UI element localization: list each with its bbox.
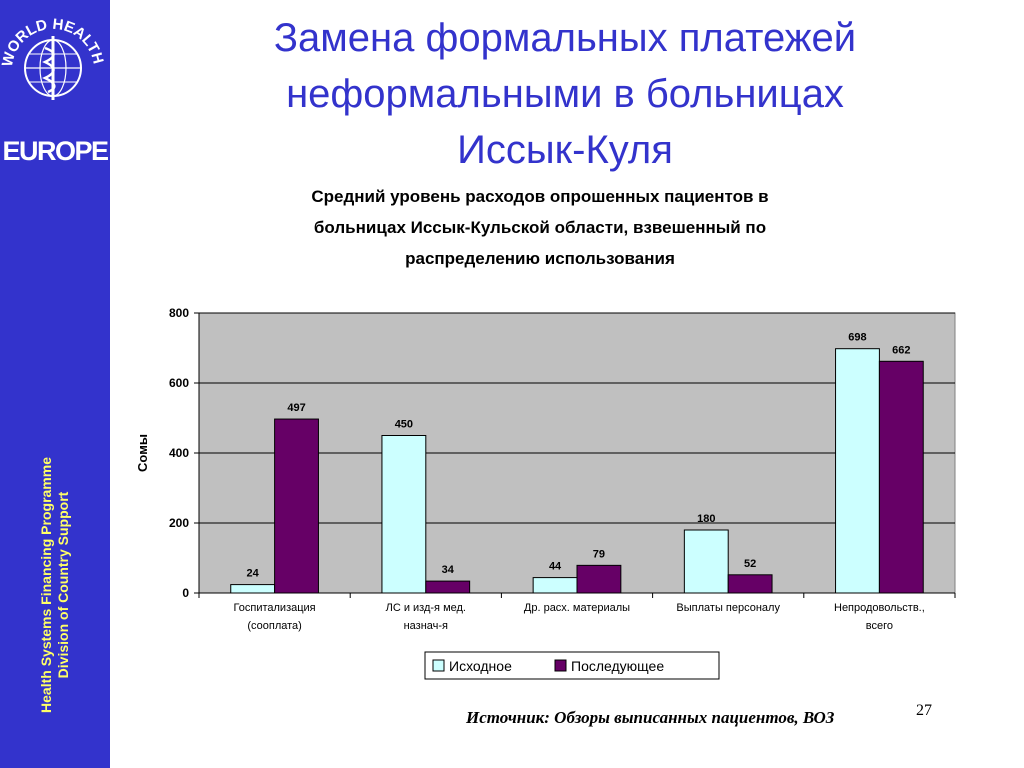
legend-label: Исходное — [449, 658, 512, 674]
data-label: 497 — [287, 402, 305, 414]
slide-title-line: Замена формальных платежей — [273, 16, 857, 60]
bar-initial — [683, 529, 729, 594]
y-tick-label: 800 — [169, 306, 189, 320]
y-tick-label: 400 — [169, 446, 189, 460]
bar-subsequent — [274, 418, 319, 594]
y-tick-label: 200 — [169, 516, 189, 530]
page-number: 27 — [916, 702, 932, 719]
bar-subsequent — [425, 580, 471, 594]
bar-initial — [381, 435, 427, 594]
y-axis-label: Сомы — [135, 434, 150, 472]
data-label: 698 — [848, 332, 866, 344]
slide-title: Замена формальных платежей неформальными… — [115, 10, 1015, 178]
x-tick-label: всего — [866, 620, 893, 632]
legend-swatch — [554, 659, 567, 672]
bar-subsequent — [727, 574, 773, 594]
chart-title-line: Средний уровень расходов опрошенных паци… — [311, 187, 769, 206]
source-note: Источник: Обзоры выписанных пациентов, В… — [466, 708, 835, 727]
data-label: 44 — [549, 561, 562, 573]
legend-label: Последующее — [571, 658, 664, 674]
bar-initial — [835, 348, 880, 594]
sidebar: WORLD HEALTH ORGANIZATION EUROPE Health … — [0, 0, 110, 768]
who-logo: WORLD HEALTH ORGANIZATION — [0, 0, 107, 100]
x-tick-label: ЛС и изд-я мед. — [386, 602, 466, 614]
y-tick-label: 0 — [182, 586, 189, 600]
logo-text: EUROPE — [2, 136, 109, 166]
legend — [424, 651, 720, 680]
x-tick-label: Госпитализация — [234, 602, 316, 614]
chart-title-line: распределению использования — [405, 249, 675, 268]
bar-subsequent — [576, 564, 622, 594]
chart-title-line: больницах Иссык-Кульской области, взвеше… — [313, 218, 767, 237]
legend-swatch — [432, 659, 445, 672]
chart-title: Средний уровень расходов опрошенных паци… — [200, 181, 880, 274]
bar-initial — [532, 577, 578, 594]
x-tick-label: Непродовольств., — [834, 602, 925, 614]
slide-title-line: Иссык-Куля — [457, 128, 673, 172]
data-label: 450 — [395, 419, 413, 431]
x-tick-label: (сооплата) — [247, 620, 301, 632]
data-label: 662 — [892, 344, 910, 356]
data-label: 52 — [744, 558, 756, 570]
bar-subsequent — [878, 360, 924, 594]
slide-title-line: неформальными в больницах — [286, 72, 844, 116]
data-label: 24 — [247, 568, 260, 580]
bar-initial — [230, 584, 276, 594]
data-label: 79 — [593, 548, 605, 560]
x-tick-label: Выплаты персоналу — [676, 602, 780, 614]
x-tick-label: назнач-я — [404, 620, 448, 632]
data-label: 180 — [697, 513, 715, 525]
y-tick-label: 600 — [169, 376, 189, 390]
data-label: 34 — [442, 564, 455, 576]
x-tick-label: Др. расх. материалы — [524, 602, 630, 614]
